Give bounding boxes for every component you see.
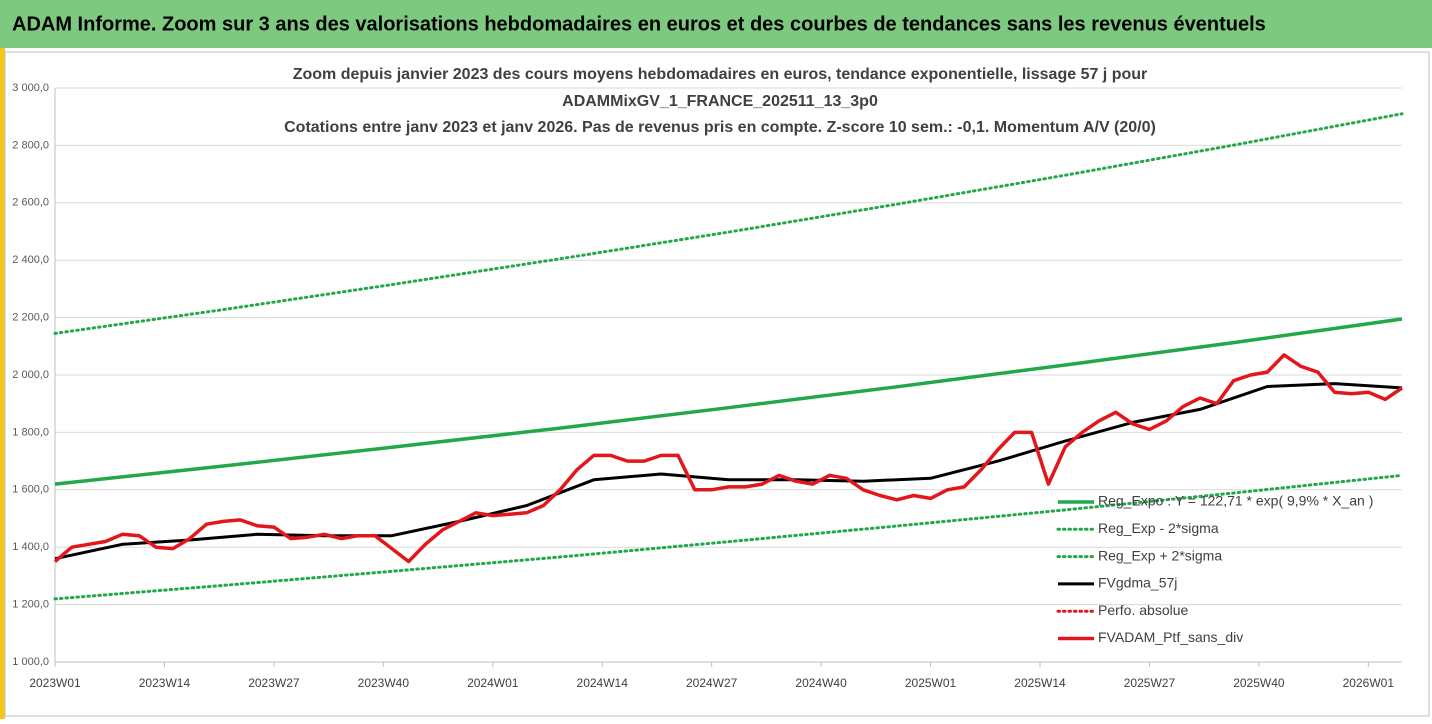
x-tick-label: 2024W27 [686, 676, 738, 690]
x-tick-label: 2025W27 [1124, 676, 1176, 690]
series-line [53, 112, 1404, 335]
series-line [54, 317, 1403, 486]
x-tick-label: 2025W14 [1014, 676, 1066, 690]
y-tick-label: 3 000,0 [12, 82, 49, 94]
chart-title: Zoom depuis janvier 2023 des cours moyen… [284, 66, 1156, 136]
left-accent [0, 48, 5, 719]
chart-frame [4, 51, 1430, 717]
legend-label: Reg_Exp + 2*sigma [1098, 547, 1222, 563]
legend-label: FVgdma_57j [1098, 575, 1177, 591]
chart-title-line: ADAMMixGV_1_FRANCE_202511_13_3p0 [562, 93, 878, 110]
x-tick-label: 2023W14 [139, 676, 191, 690]
x-tick-label: 2023W40 [358, 676, 410, 690]
series-line [54, 382, 1403, 561]
series-line [53, 353, 1403, 564]
y-tick-label: 1 000,0 [12, 656, 49, 668]
chart-title-line: Cotations entre janv 2023 et janv 2026. … [284, 119, 1156, 136]
header-bar [0, 0, 1432, 48]
y-tick-label: 2 400,0 [12, 254, 49, 266]
y-tick-label: 1 600,0 [12, 484, 49, 496]
x-tick-label: 2025W01 [905, 676, 957, 690]
y-tick-label: 1 800,0 [12, 426, 49, 438]
y-tick-label: 2 600,0 [12, 197, 49, 209]
x-tick-label: 2024W14 [577, 676, 629, 690]
y-tick-label: 1 400,0 [12, 541, 49, 553]
header-title: ADAM Informe. Zoom sur 3 ans des valoris… [12, 13, 1266, 35]
y-tick-label: 2 000,0 [12, 369, 49, 381]
x-tick-label: 2025W40 [1233, 676, 1285, 690]
chart-title-line: Zoom depuis janvier 2023 des cours moyen… [293, 66, 1148, 83]
legend-label: Reg_Expo : Y = 122,71 * exp( 9,9% * X_an… [1098, 493, 1373, 509]
y-tick-label: 2 200,0 [12, 312, 49, 324]
x-tick-label: 2024W01 [467, 676, 519, 690]
x-tick-label: 2024W40 [795, 676, 847, 690]
x-tick-label: 2026W01 [1343, 676, 1395, 690]
legend-label: Perfo. absolue [1098, 602, 1188, 618]
y-tick-label: 2 800,0 [12, 139, 49, 151]
x-tick-label: 2023W27 [248, 676, 300, 690]
x-tick-label: 2023W01 [29, 676, 81, 690]
legend-label: FVADAM_Ptf_sans_div [1098, 629, 1243, 645]
series-line [53, 473, 1404, 601]
legend-label: Reg_Exp - 2*sigma [1098, 520, 1219, 536]
legend: Reg_Expo : Y = 122,71 * exp( 9,9% * X_an… [1056, 493, 1373, 645]
y-tick-label: 1 200,0 [12, 599, 49, 611]
